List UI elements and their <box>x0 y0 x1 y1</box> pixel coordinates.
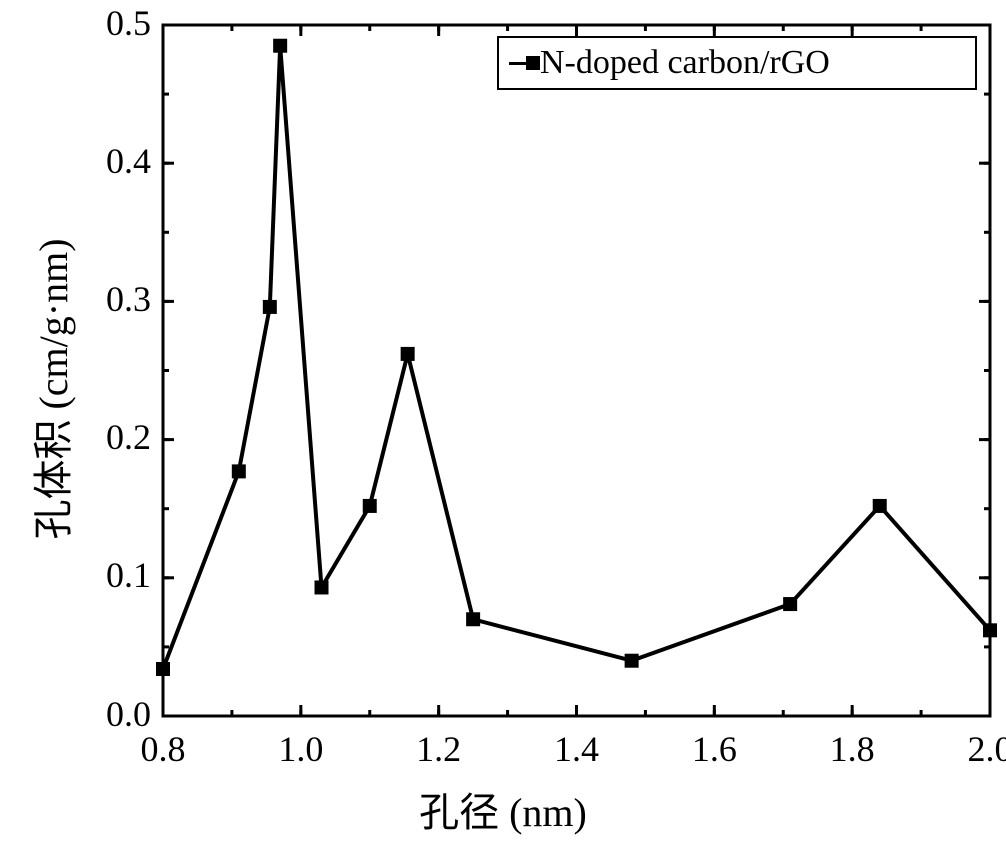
pore-distribution-chart: 孔体积 (cm/g·nm) 孔径 (nm) N-doped carbon/rGO… <box>0 0 1006 849</box>
x-tick-label: 1.8 <box>812 728 892 770</box>
x-tick-label: 1.4 <box>537 728 617 770</box>
legend-label: N-doped carbon/rGO <box>540 44 830 82</box>
x-tick-label: 2.0 <box>950 728 1006 770</box>
y-tick-label: 0.5 <box>71 2 151 44</box>
x-tick-label: 1.6 <box>674 728 754 770</box>
y-tick-label: 0.2 <box>71 416 151 458</box>
y-axis-label: 孔体积 (cm/g·nm) <box>21 219 79 559</box>
x-tick-label: 1.2 <box>399 728 479 770</box>
y-tick-label: 0.3 <box>71 278 151 320</box>
x-axis-label: 孔径 (nm) <box>0 780 1006 838</box>
y-tick-label: 0.4 <box>71 140 151 182</box>
y-tick-label: 0.1 <box>71 554 151 596</box>
legend-sample <box>509 56 530 70</box>
legend-square-icon <box>526 56 540 70</box>
legend: N-doped carbon/rGO <box>497 36 977 90</box>
y-tick-label: 0.0 <box>71 693 151 735</box>
x-tick-label: 1.0 <box>261 728 341 770</box>
